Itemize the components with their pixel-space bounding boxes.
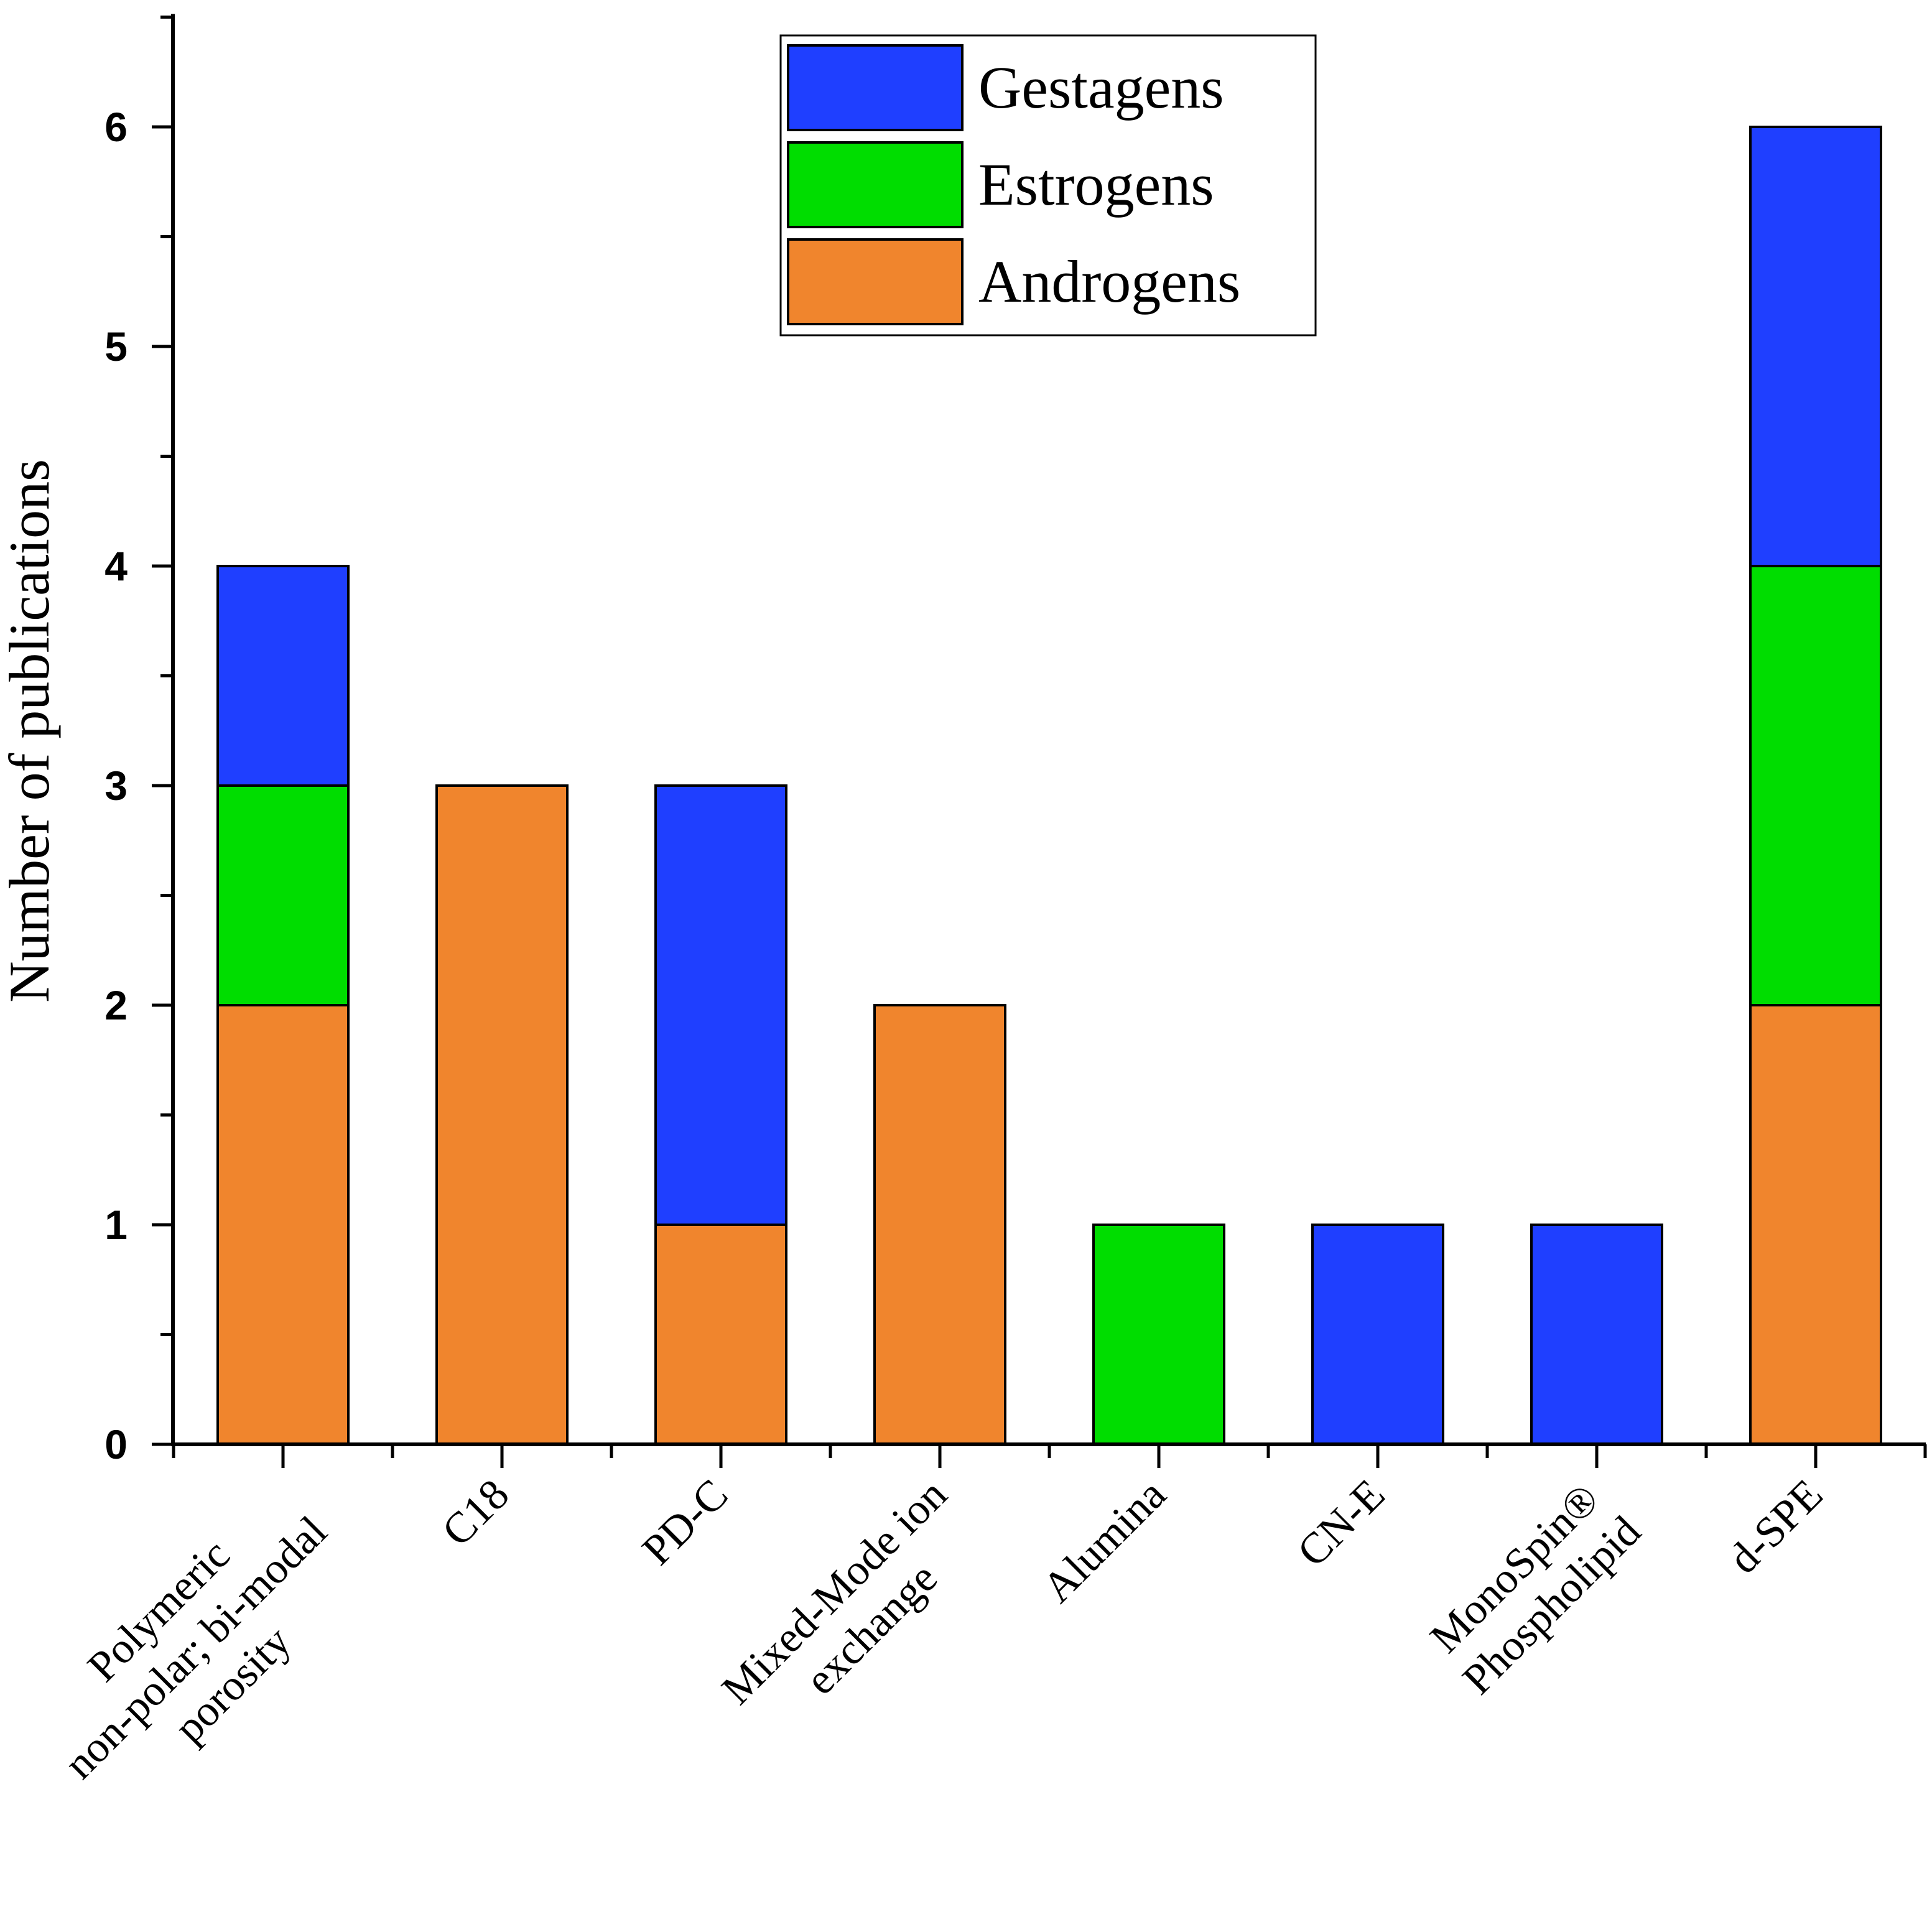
category-label-line: d-SPE (1719, 1470, 1832, 1583)
category-label-line: CN-E (1288, 1470, 1394, 1576)
bar-androgens-7 (1749, 1004, 1882, 1446)
y-tick-label-2: 2 (104, 982, 128, 1028)
category-label-7: d-SPE (1719, 1470, 1832, 1583)
bar-gestagens-0 (216, 565, 350, 787)
category-label-1: C18 (433, 1470, 518, 1556)
category-label-5: CN-E (1288, 1470, 1394, 1576)
bar-androgens-3 (873, 1004, 1006, 1446)
y-tick-label-3: 3 (104, 763, 128, 809)
y-tick-label-1: 1 (104, 1202, 128, 1248)
category-label-line: C18 (433, 1470, 518, 1556)
bar-androgens-0 (216, 1004, 350, 1446)
bar-androgens-2 (654, 1224, 787, 1446)
bar-estrogens-4 (1092, 1224, 1225, 1446)
category-label-4: Alumina (1034, 1470, 1176, 1612)
legend-label-gestagens: Gestagens (978, 54, 1224, 121)
legend: Gestagens Estrogens Androgens (779, 34, 1317, 337)
y-tick-label-6: 6 (104, 104, 128, 150)
legend-swatch-androgens (787, 238, 964, 325)
legend-label-androgens: Androgens (978, 248, 1240, 315)
category-label-2: PD-C (633, 1470, 737, 1574)
y-axis-title: Number of publications (0, 459, 61, 1003)
bar-gestagens-5 (1311, 1224, 1444, 1446)
legend-label-estrogens: Estrogens (978, 151, 1214, 218)
category-label-line: PD-C (633, 1470, 737, 1574)
bar-estrogens-7 (1749, 565, 1882, 1006)
bar-estrogens-0 (216, 784, 350, 1006)
bar-gestagens-2 (654, 784, 787, 1226)
y-tick-label-5: 5 (104, 323, 128, 369)
bar-gestagens-6 (1530, 1224, 1663, 1446)
legend-swatch-gestagens (787, 44, 964, 131)
bars-layer (216, 126, 1882, 1446)
axes-layer: 0 1 2 3 4 5 6 (104, 14, 1927, 1468)
legend-swatch-estrogens (787, 141, 964, 228)
category-label-6: MonoSpin®Phospholipid (1421, 1475, 1650, 1704)
bar-gestagens-7 (1749, 126, 1882, 567)
y-tick-label-4: 4 (104, 543, 128, 589)
y-tick-label-0: 0 (104, 1421, 128, 1467)
category-label-line: Alumina (1034, 1470, 1176, 1612)
bar-androgens-1 (435, 784, 569, 1446)
